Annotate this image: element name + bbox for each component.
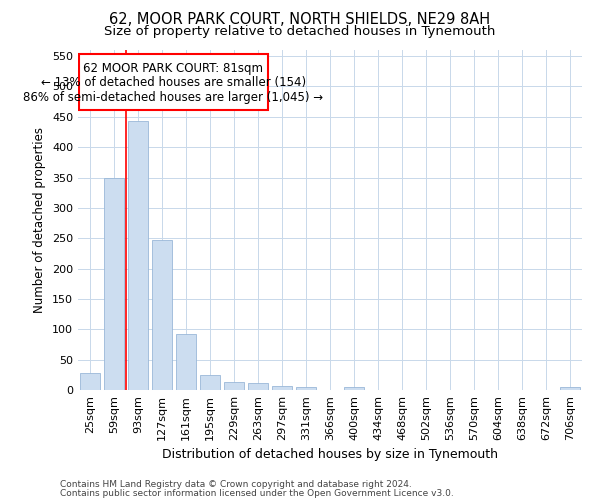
Bar — [176, 334, 196, 390]
Text: Contains public sector information licensed under the Open Government Licence v3: Contains public sector information licen… — [60, 488, 454, 498]
Text: 62 MOOR PARK COURT: 81sqm: 62 MOOR PARK COURT: 81sqm — [83, 62, 263, 74]
Bar — [128, 121, 148, 390]
Y-axis label: Number of detached properties: Number of detached properties — [34, 127, 46, 313]
Text: 86% of semi-detached houses are larger (1,045) →: 86% of semi-detached houses are larger (… — [23, 91, 323, 104]
Bar — [104, 178, 124, 390]
Text: ← 13% of detached houses are smaller (154): ← 13% of detached houses are smaller (15… — [41, 76, 306, 90]
Bar — [344, 387, 364, 390]
Bar — [560, 387, 580, 390]
Bar — [296, 387, 316, 390]
Bar — [200, 375, 220, 390]
Text: Contains HM Land Registry data © Crown copyright and database right 2024.: Contains HM Land Registry data © Crown c… — [60, 480, 412, 489]
Bar — [272, 386, 292, 390]
Text: Size of property relative to detached houses in Tynemouth: Size of property relative to detached ho… — [104, 25, 496, 38]
Bar — [248, 384, 268, 390]
Bar — [152, 240, 172, 390]
Bar — [79, 54, 268, 110]
Bar — [224, 382, 244, 390]
X-axis label: Distribution of detached houses by size in Tynemouth: Distribution of detached houses by size … — [162, 448, 498, 462]
Text: 62, MOOR PARK COURT, NORTH SHIELDS, NE29 8AH: 62, MOOR PARK COURT, NORTH SHIELDS, NE29… — [109, 12, 491, 28]
Bar — [80, 373, 100, 390]
